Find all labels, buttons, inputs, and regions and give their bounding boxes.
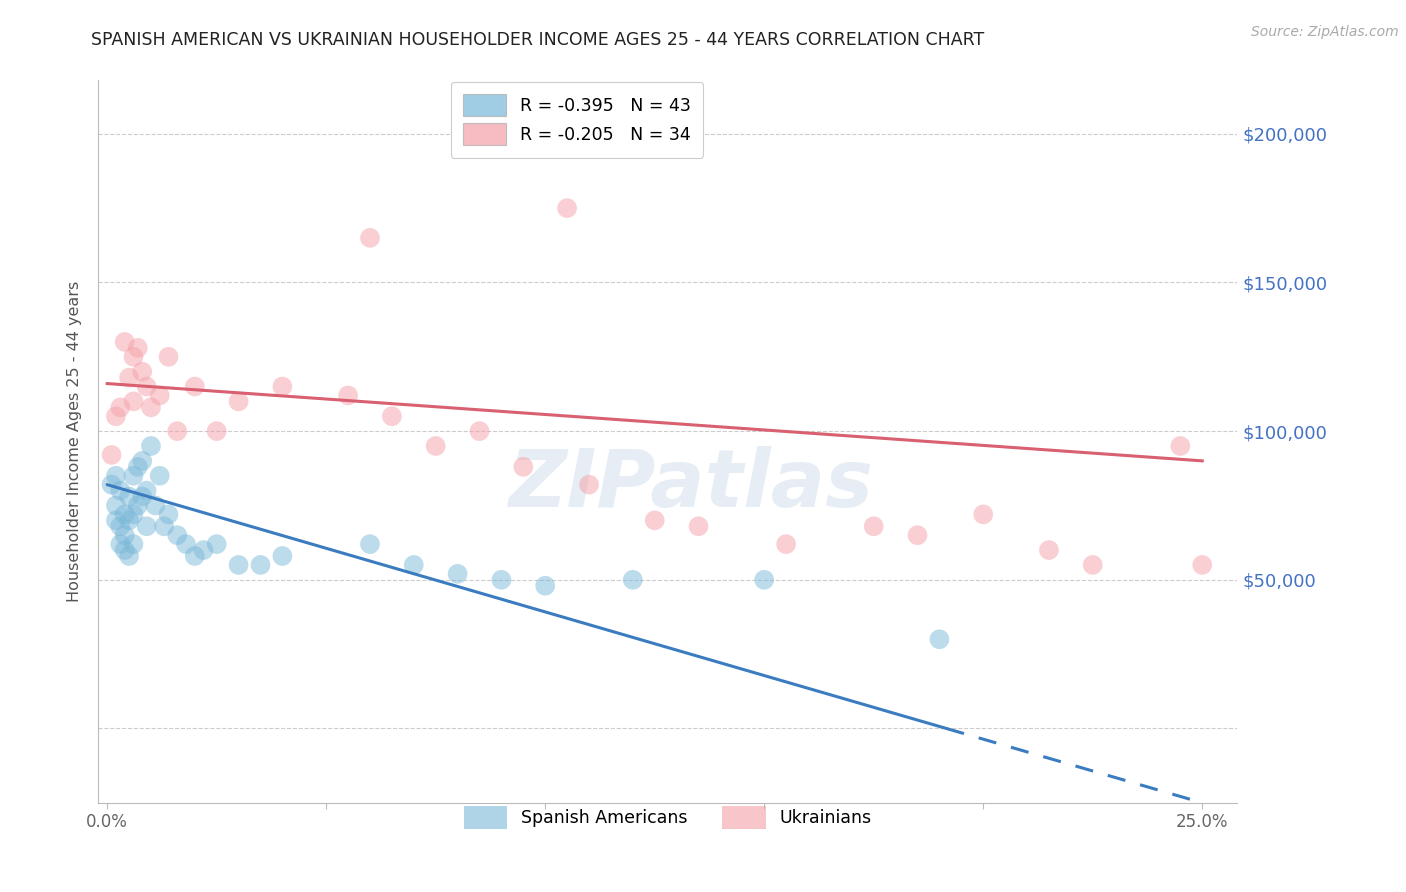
- Point: [135, 379, 157, 393]
- Point: [135, 483, 157, 498]
- Point: [104, 468, 127, 483]
- Point: [688, 519, 710, 533]
- Text: SPANISH AMERICAN VS UKRAINIAN HOUSEHOLDER INCOME AGES 25 - 44 YEARS CORRELATION : SPANISH AMERICAN VS UKRAINIAN HOUSEHOLDE…: [91, 31, 984, 49]
- Point: [174, 537, 197, 551]
- Point: [621, 573, 644, 587]
- Point: [359, 537, 381, 551]
- Point: [228, 558, 250, 572]
- Point: [468, 424, 491, 438]
- Point: [491, 573, 513, 587]
- Point: [193, 543, 215, 558]
- Point: [114, 508, 136, 522]
- Point: [775, 537, 797, 551]
- Point: [118, 370, 141, 384]
- Legend: Spanish Americans, Ukrainians: Spanish Americans, Ukrainians: [456, 797, 880, 838]
- Point: [512, 459, 534, 474]
- Point: [127, 459, 149, 474]
- Point: [1170, 439, 1192, 453]
- Point: [118, 513, 141, 527]
- Point: [271, 549, 294, 563]
- Point: [149, 388, 172, 402]
- Point: [114, 334, 136, 349]
- Point: [1038, 543, 1060, 558]
- Text: ZIPatlas: ZIPatlas: [508, 446, 873, 524]
- Point: [205, 537, 228, 551]
- Point: [122, 508, 145, 522]
- Point: [166, 528, 188, 542]
- Point: [1081, 558, 1104, 572]
- Point: [118, 549, 141, 563]
- Point: [754, 573, 776, 587]
- Point: [862, 519, 884, 533]
- Point: [127, 341, 149, 355]
- Point: [149, 468, 172, 483]
- Point: [110, 519, 132, 533]
- Point: [100, 477, 122, 491]
- Point: [104, 409, 127, 424]
- Point: [166, 424, 188, 438]
- Point: [249, 558, 271, 572]
- Point: [578, 477, 600, 491]
- Point: [110, 537, 132, 551]
- Point: [122, 394, 145, 409]
- Point: [157, 350, 180, 364]
- Point: [534, 579, 557, 593]
- Point: [139, 401, 162, 415]
- Point: [184, 379, 207, 393]
- Point: [271, 379, 294, 393]
- Point: [337, 388, 360, 402]
- Point: [928, 632, 950, 647]
- Point: [122, 537, 145, 551]
- Point: [446, 566, 468, 581]
- Point: [110, 483, 132, 498]
- Point: [114, 543, 136, 558]
- Point: [131, 490, 153, 504]
- Point: [153, 519, 176, 533]
- Point: [104, 499, 127, 513]
- Point: [555, 201, 578, 215]
- Point: [131, 454, 153, 468]
- Point: [145, 499, 167, 513]
- Point: [1191, 558, 1213, 572]
- Point: [402, 558, 425, 572]
- Text: Source: ZipAtlas.com: Source: ZipAtlas.com: [1251, 25, 1399, 39]
- Point: [972, 508, 994, 522]
- Point: [122, 350, 145, 364]
- Point: [100, 448, 122, 462]
- Point: [644, 513, 666, 527]
- Point: [157, 508, 180, 522]
- Point: [907, 528, 929, 542]
- Point: [135, 519, 157, 533]
- Point: [122, 468, 145, 483]
- Y-axis label: Householder Income Ages 25 - 44 years: Householder Income Ages 25 - 44 years: [67, 281, 83, 602]
- Point: [104, 513, 127, 527]
- Point: [110, 401, 132, 415]
- Point: [228, 394, 250, 409]
- Point: [359, 231, 381, 245]
- Point: [205, 424, 228, 438]
- Point: [118, 490, 141, 504]
- Point: [114, 528, 136, 542]
- Point: [425, 439, 447, 453]
- Point: [381, 409, 404, 424]
- Point: [131, 365, 153, 379]
- Point: [127, 499, 149, 513]
- Point: [139, 439, 162, 453]
- Point: [184, 549, 207, 563]
